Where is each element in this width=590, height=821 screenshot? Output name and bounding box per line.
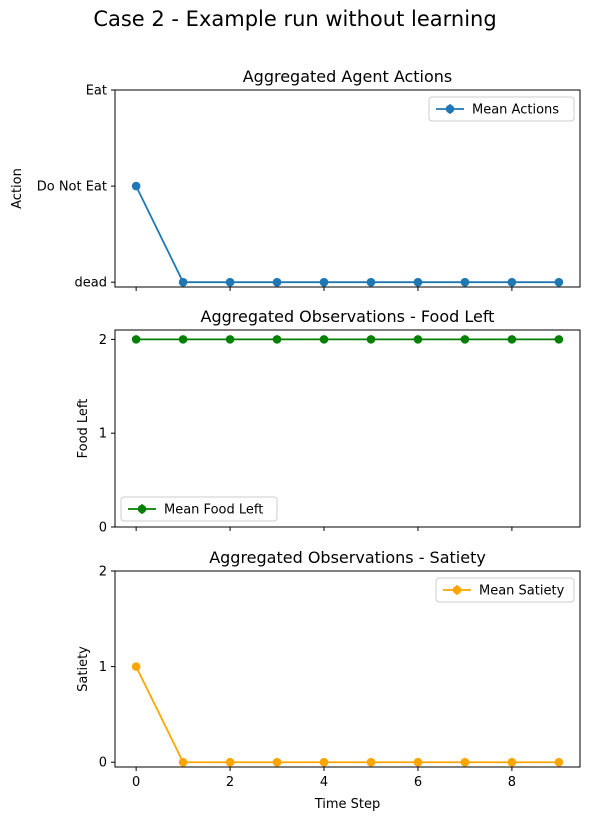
- data-point: [366, 757, 376, 767]
- data-point: [554, 335, 564, 344]
- legend-marker: [452, 585, 462, 595]
- y-tick-label: 0: [99, 756, 107, 771]
- data-point: [554, 757, 564, 767]
- chart-panel-1: Aggregated Agent Actions Action dead Do Not…: [10, 67, 581, 291]
- x-axis-label: Time Step: [314, 797, 381, 812]
- data-point: [272, 335, 282, 344]
- y-tick-label: Do Not Eat: [37, 180, 107, 195]
- data-point: [319, 335, 329, 344]
- x-tick-label: 6: [414, 775, 422, 790]
- panel-title: Aggregated Observations - Food Left: [201, 307, 495, 326]
- data-point: [131, 335, 141, 344]
- series-line: [135, 666, 559, 764]
- data-point: [413, 757, 423, 767]
- data-point: [507, 335, 517, 344]
- data-point: [272, 277, 282, 287]
- x-tick-label: 2: [226, 775, 234, 790]
- x-tick-label: 0: [132, 775, 140, 790]
- data-point: [460, 335, 470, 344]
- data-point: [131, 662, 141, 671]
- data-point: [225, 277, 235, 287]
- data-point: [554, 277, 564, 287]
- data-point: [225, 757, 235, 767]
- x-tick-label: 8: [508, 775, 516, 790]
- x-tick-label: 4: [320, 775, 328, 790]
- data-point: [131, 181, 141, 191]
- y-tick-label: 2: [99, 565, 107, 580]
- chart-panel-2: Aggregated Observations - Food Left Food …: [76, 307, 581, 536]
- data-point: [507, 277, 517, 287]
- data-point: [366, 335, 376, 344]
- axes-frame: [114, 329, 581, 528]
- y-tick-label: dead: [75, 276, 107, 291]
- data-point: [460, 757, 470, 767]
- legend: Mean Actions: [428, 96, 575, 122]
- y-tick-label: 0: [99, 521, 107, 536]
- y-tick-label: 2: [99, 333, 107, 348]
- y-tick-label: 1: [99, 427, 107, 442]
- panel-title: Aggregated Observations - Satiety: [209, 548, 486, 567]
- data-point: [460, 277, 470, 287]
- legend-box: [120, 496, 278, 522]
- y-axis-label: Satiety: [76, 646, 91, 692]
- data-point: [319, 277, 329, 287]
- legend-marker: [445, 104, 455, 114]
- figure-suptitle: Case 2 - Example run without learning: [93, 7, 496, 31]
- data-point: [178, 335, 188, 344]
- data-point: [413, 277, 423, 287]
- legend-box: [435, 577, 575, 603]
- data-point: [272, 757, 282, 767]
- data-point: [178, 757, 188, 767]
- series-line: [135, 185, 559, 284]
- data-point: [225, 335, 235, 344]
- axes-frame: [114, 89, 581, 288]
- data-point: [366, 277, 376, 287]
- y-tick-label: 1: [99, 660, 107, 675]
- data-point: [319, 757, 329, 767]
- y-tick-label: Eat: [86, 84, 107, 99]
- legend: Mean Satiety: [435, 577, 575, 603]
- legend-label: Mean Food Left: [164, 503, 263, 518]
- axes-frame: [114, 570, 581, 768]
- y-axis-label: Action: [10, 168, 25, 209]
- legend-label: Mean Satiety: [479, 584, 565, 599]
- data-point: [413, 335, 423, 344]
- legend-box: [428, 96, 575, 122]
- data-point: [507, 757, 517, 767]
- y-axis-label: Food Left: [76, 399, 91, 459]
- data-point: [178, 277, 188, 287]
- panel-title: Aggregated Agent Actions: [243, 67, 453, 86]
- legend: Mean Food Left: [120, 496, 278, 522]
- chart-panel-3: Aggregated Observations - Satiety Satiety…: [76, 548, 581, 812]
- legend-label: Mean Actions: [472, 103, 559, 118]
- legend-marker: [137, 504, 147, 514]
